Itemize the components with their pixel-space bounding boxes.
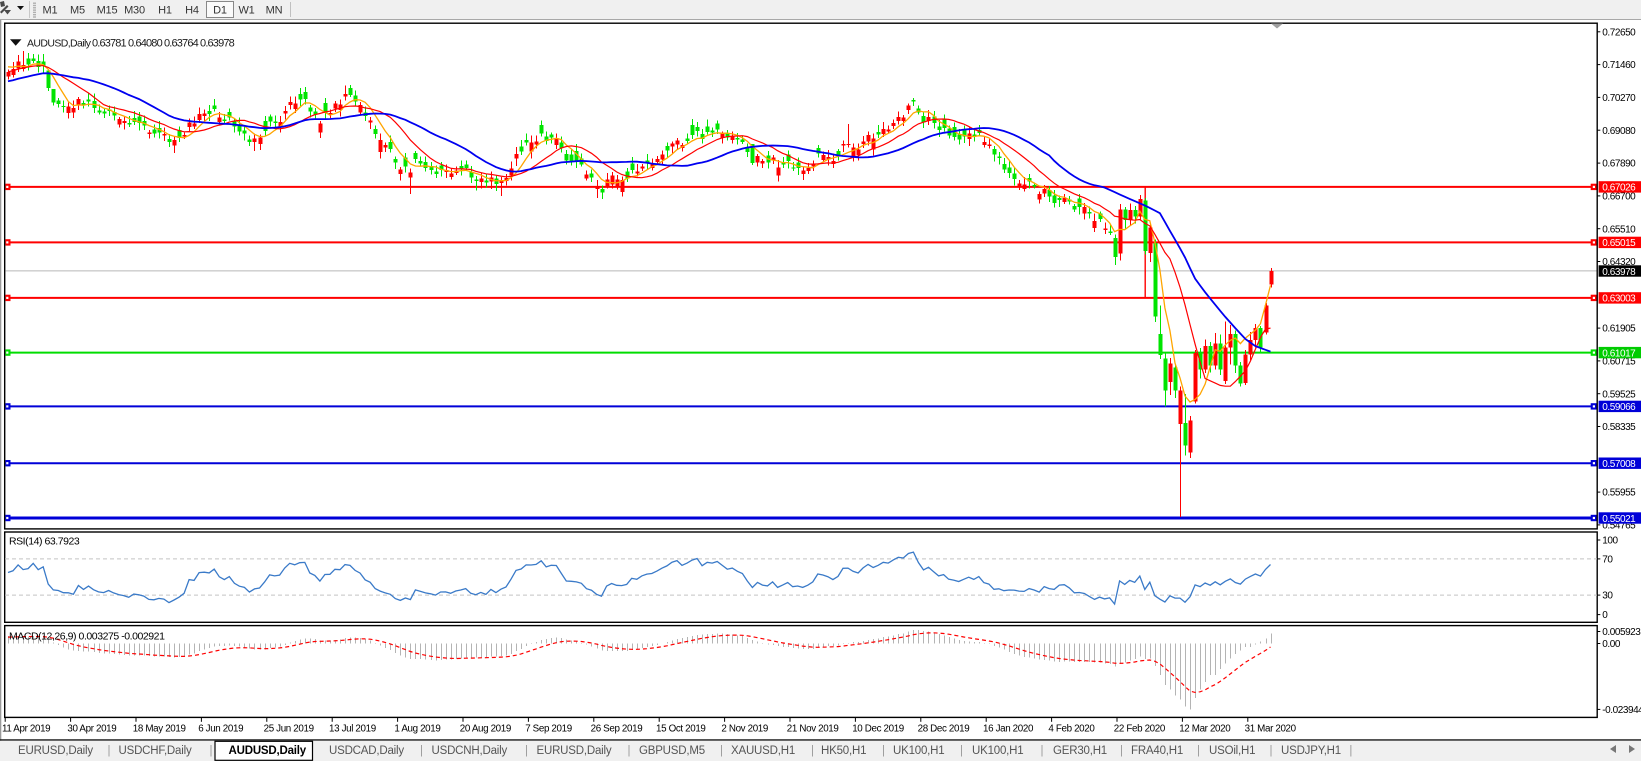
svg-text:USOil,H1: USOil,H1 xyxy=(1209,745,1255,757)
svg-text:0: 0 xyxy=(1602,610,1608,621)
svg-text:0.65015: 0.65015 xyxy=(1602,238,1636,249)
svg-text:0.00: 0.00 xyxy=(1602,639,1621,650)
svg-text:UK100,H1: UK100,H1 xyxy=(893,745,944,757)
svg-text:26 Sep 2019: 26 Sep 2019 xyxy=(591,723,643,734)
svg-text:25 Jun 2019: 25 Jun 2019 xyxy=(264,723,314,734)
svg-text:EURUSD,Daily: EURUSD,Daily xyxy=(537,745,612,757)
svg-text:18 May 2019: 18 May 2019 xyxy=(133,723,186,734)
svg-text:0.005923: 0.005923 xyxy=(1602,627,1641,638)
svg-text:13 Jul 2019: 13 Jul 2019 xyxy=(329,723,376,734)
svg-text:HK50,H1: HK50,H1 xyxy=(821,745,866,757)
svg-text:|: | xyxy=(1041,745,1044,757)
svg-text:GER30,H1: GER30,H1 xyxy=(1053,745,1107,757)
svg-text:M15: M15 xyxy=(97,5,118,17)
svg-text:M5: M5 xyxy=(70,5,85,17)
svg-text:M30: M30 xyxy=(124,5,145,17)
svg-text:|: | xyxy=(1349,745,1352,757)
svg-text:28 Dec 2019: 28 Dec 2019 xyxy=(918,723,970,734)
svg-text:11 Apr 2019: 11 Apr 2019 xyxy=(2,723,50,734)
svg-text:MN: MN xyxy=(266,5,283,17)
svg-text:0.61905: 0.61905 xyxy=(1602,324,1636,335)
svg-text:|: | xyxy=(525,745,528,757)
svg-text:22 Feb 2020: 22 Feb 2020 xyxy=(1114,723,1166,734)
svg-text:EURUSD,Daily: EURUSD,Daily xyxy=(18,745,93,757)
svg-text:15 Oct 2019: 15 Oct 2019 xyxy=(656,723,706,734)
svg-text:30: 30 xyxy=(1602,591,1613,602)
svg-text:W1: W1 xyxy=(238,5,254,17)
svg-text:H4: H4 xyxy=(185,5,199,17)
svg-text:0.63003: 0.63003 xyxy=(1602,294,1636,305)
svg-text:0.61017: 0.61017 xyxy=(1602,348,1636,359)
svg-text:0.67026: 0.67026 xyxy=(1602,183,1636,194)
svg-text:0.63781 0.64080 0.63764 0.6397: 0.63781 0.64080 0.63764 0.63978 xyxy=(92,37,235,49)
svg-text:|: | xyxy=(210,745,213,757)
svg-text:70: 70 xyxy=(1602,555,1613,566)
svg-text:USDCAD,Daily: USDCAD,Daily xyxy=(329,745,404,757)
svg-text:AUDUSD,Daily: AUDUSD,Daily xyxy=(229,745,307,757)
svg-text:|: | xyxy=(628,745,631,757)
svg-text:12 Mar 2020: 12 Mar 2020 xyxy=(1179,723,1231,734)
svg-text:1 Aug 2019: 1 Aug 2019 xyxy=(394,723,440,734)
svg-text:M1: M1 xyxy=(43,5,58,17)
svg-text:30 Apr 2019: 30 Apr 2019 xyxy=(67,723,116,734)
svg-text:MACD(12,26,9) 0.003275 -0.0029: MACD(12,26,9) 0.003275 -0.002921 xyxy=(9,631,165,643)
svg-text:0.57008: 0.57008 xyxy=(1602,459,1636,470)
svg-text:-0.023944: -0.023944 xyxy=(1602,705,1641,716)
svg-text:31 Mar 2020: 31 Mar 2020 xyxy=(1245,723,1297,734)
svg-text:10 Dec 2019: 10 Dec 2019 xyxy=(852,723,904,734)
svg-text:0.65510: 0.65510 xyxy=(1602,224,1636,235)
svg-text:XAUUSD,H1: XAUUSD,H1 xyxy=(731,745,795,757)
svg-text:4 Feb 2020: 4 Feb 2020 xyxy=(1048,723,1095,734)
svg-text:|: | xyxy=(1120,745,1123,757)
svg-text:H1: H1 xyxy=(158,5,172,17)
svg-text:USDCHF,Daily: USDCHF,Daily xyxy=(119,745,192,757)
svg-text:0.66700: 0.66700 xyxy=(1602,192,1636,203)
svg-text:6 Jun 2019: 6 Jun 2019 xyxy=(198,723,243,734)
svg-text:0.60715: 0.60715 xyxy=(1602,357,1636,368)
svg-text:UK100,H1: UK100,H1 xyxy=(972,745,1023,757)
svg-text:|: | xyxy=(420,745,423,757)
svg-text:0.55021: 0.55021 xyxy=(1602,514,1636,525)
svg-text:|: | xyxy=(720,745,723,757)
svg-text:0.59525: 0.59525 xyxy=(1602,389,1636,400)
svg-text:21 Nov 2019: 21 Nov 2019 xyxy=(787,723,839,734)
svg-text:0.54765: 0.54765 xyxy=(1602,521,1636,532)
svg-text:0.72650: 0.72650 xyxy=(1602,27,1636,38)
svg-text:D1: D1 xyxy=(213,5,227,17)
svg-text:100: 100 xyxy=(1602,536,1618,547)
svg-text:7 Sep 2019: 7 Sep 2019 xyxy=(525,723,572,734)
svg-text:USDJPY,H1: USDJPY,H1 xyxy=(1281,745,1341,757)
svg-text:RSI(14) 63.7923: RSI(14) 63.7923 xyxy=(9,536,80,548)
svg-text:0.70270: 0.70270 xyxy=(1602,93,1636,104)
svg-text:|: | xyxy=(960,745,963,757)
svg-text:GBPUSD,M5: GBPUSD,M5 xyxy=(639,745,705,757)
svg-text:16 Jan 2020: 16 Jan 2020 xyxy=(983,723,1034,734)
svg-text:0.64320: 0.64320 xyxy=(1602,257,1636,268)
svg-text:AUDUSD,Daily: AUDUSD,Daily xyxy=(27,37,92,49)
svg-text:2 Nov 2019: 2 Nov 2019 xyxy=(721,723,768,734)
svg-text:0.58335: 0.58335 xyxy=(1602,422,1636,433)
svg-text:FRA40,H1: FRA40,H1 xyxy=(1131,745,1183,757)
svg-text:0.67890: 0.67890 xyxy=(1602,159,1636,170)
svg-text:|: | xyxy=(882,745,885,757)
svg-text:20 Aug 2019: 20 Aug 2019 xyxy=(460,723,511,734)
svg-text:0.63978: 0.63978 xyxy=(1602,267,1636,278)
svg-text:USDCNH,Daily: USDCNH,Daily xyxy=(432,745,508,757)
svg-text:|: | xyxy=(1270,745,1273,757)
svg-text:0.71460: 0.71460 xyxy=(1602,60,1636,71)
svg-text:0.55955: 0.55955 xyxy=(1602,488,1636,499)
svg-text:0.59066: 0.59066 xyxy=(1602,402,1636,413)
svg-text:|: | xyxy=(811,745,814,757)
svg-text:0.69080: 0.69080 xyxy=(1602,126,1636,137)
svg-text:|: | xyxy=(108,745,111,757)
svg-text:|: | xyxy=(1197,745,1200,757)
